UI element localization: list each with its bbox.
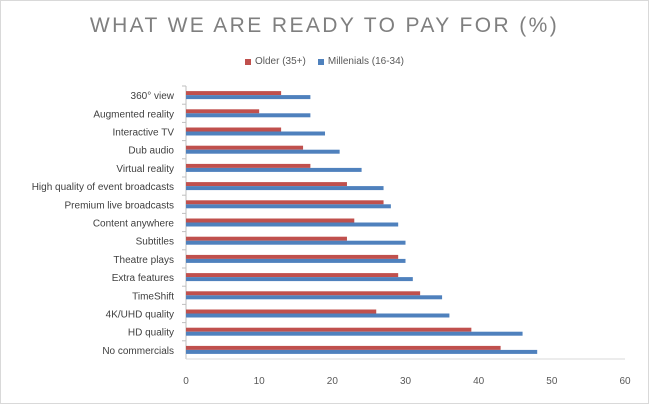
bar-1-12 xyxy=(186,131,326,136)
bar-0-0 xyxy=(186,345,501,350)
bar-1-0 xyxy=(186,349,538,354)
bar-0-2 xyxy=(186,309,377,314)
legend-label-1: Millenials (16-34) xyxy=(327,56,404,67)
category-label-0: No commercials xyxy=(102,346,174,357)
category-label-12: Interactive TV xyxy=(112,128,174,139)
category-label-11: Dub audio xyxy=(128,146,174,157)
bar-1-9 xyxy=(186,186,384,191)
bar-1-3 xyxy=(186,295,443,300)
bar-0-13 xyxy=(186,109,260,114)
bar-1-1 xyxy=(186,331,523,336)
bar-1-10 xyxy=(186,167,362,172)
bar-1-11 xyxy=(186,149,340,154)
bar-0-12 xyxy=(186,127,282,132)
category-label-8: Premium live broadcasts xyxy=(65,200,174,211)
x-tick-label-5: 50 xyxy=(546,376,558,387)
category-label-14: 360° view xyxy=(131,91,175,102)
bar-0-8 xyxy=(186,200,384,205)
x-tick-label-3: 30 xyxy=(400,376,412,387)
bar-1-2 xyxy=(186,313,450,318)
category-label-13: Augmented reality xyxy=(93,109,174,120)
x-tick-label-2: 20 xyxy=(327,376,339,387)
category-label-3: TimeShift xyxy=(132,291,174,302)
category-label-7: Content anywhere xyxy=(93,219,175,230)
legend-swatch-0 xyxy=(245,58,251,65)
bar-1-7 xyxy=(186,222,399,227)
bar-0-3 xyxy=(186,291,421,296)
x-tick-label-0: 0 xyxy=(183,376,189,387)
chart-title: WHAT WE ARE READY TO PAY FOR (%) xyxy=(89,14,560,37)
category-label-10: Virtual reality xyxy=(116,164,174,175)
chart-legend: Older (35+) Millenials (16-34) xyxy=(0,56,649,67)
x-tick-label-6: 60 xyxy=(619,376,631,387)
bar-0-9 xyxy=(186,182,347,187)
bar-0-10 xyxy=(186,163,311,168)
category-label-5: Theatre plays xyxy=(113,255,174,266)
legend-swatch-1 xyxy=(317,58,324,65)
bar-1-8 xyxy=(186,204,391,209)
bar-0-4 xyxy=(186,273,399,278)
bar-0-7 xyxy=(186,218,355,223)
bar-0-1 xyxy=(186,327,472,332)
x-tick-label-1: 10 xyxy=(254,376,266,387)
x-tick-label-4: 40 xyxy=(473,376,485,387)
bar-0-6 xyxy=(186,236,347,241)
legend-label-0: Older (35+) xyxy=(255,56,306,67)
legend-entry-1: Millenials (16-34) xyxy=(317,56,404,67)
bar-0-14 xyxy=(186,91,282,96)
category-label-2: 4K/UHD quality xyxy=(106,310,174,321)
category-label-4: Extra features xyxy=(112,273,174,284)
bar-1-14 xyxy=(186,95,311,100)
legend-entry-0: Older (35+) xyxy=(245,56,306,67)
bar-1-5 xyxy=(186,258,406,263)
category-label-1: HD quality xyxy=(128,328,174,339)
bar-0-11 xyxy=(186,145,304,150)
category-label-6: Subtitles xyxy=(136,237,174,248)
bar-1-13 xyxy=(186,113,311,118)
bar-1-6 xyxy=(186,240,406,245)
bar-0-5 xyxy=(186,254,399,259)
bar-1-4 xyxy=(186,277,413,282)
category-label-9: High quality of event broadcasts xyxy=(32,182,174,193)
